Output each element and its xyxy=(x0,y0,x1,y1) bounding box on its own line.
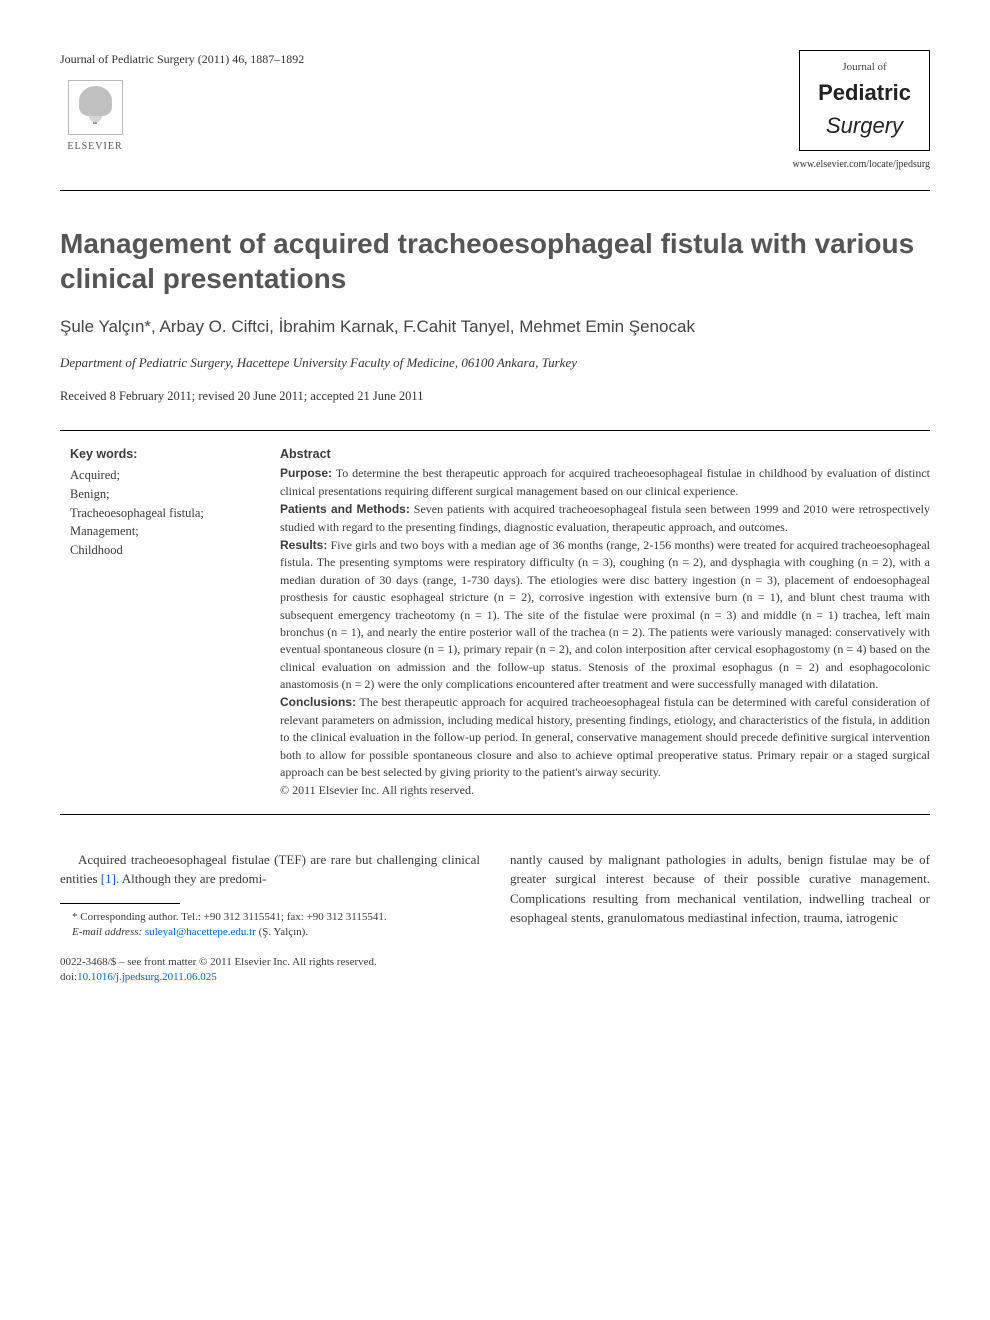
purpose-text: To determine the best therapeutic approa… xyxy=(280,466,930,497)
corresponding-author-note: * Corresponding author. Tel.: +90 312 31… xyxy=(60,910,480,925)
citation-link-1[interactable]: [1] xyxy=(101,871,116,886)
page-header: Journal of Pediatric Surgery (2011) 46, … xyxy=(60,50,930,191)
journal-title-box: Journal of Pediatric Surgery xyxy=(799,50,930,151)
abstract-column: Abstract Purpose: To determine the best … xyxy=(280,445,930,800)
methods-label: Patients and Methods: xyxy=(280,502,410,516)
conclusions-text: The best therapeutic approach for acquir… xyxy=(280,695,930,779)
article-title: Management of acquired tracheoesophageal… xyxy=(60,226,930,296)
submission-dates: Received 8 February 2011; revised 20 Jun… xyxy=(60,387,930,406)
publisher-name: ELSEVIER xyxy=(67,139,122,154)
doi-link[interactable]: 10.1016/j.jpedsurg.2011.06.025 xyxy=(77,971,217,983)
footnote-separator xyxy=(60,903,180,904)
email-author-name: (Ş. Yalçın). xyxy=(256,926,308,938)
publisher-logo: ELSEVIER xyxy=(60,80,130,154)
abstract-heading: Abstract xyxy=(280,445,930,463)
authors-line: Şule Yalçın*, Arbay O. Ciftci, İbrahim K… xyxy=(60,314,930,340)
abstract-purpose: Purpose: To determine the best therapeut… xyxy=(280,465,930,500)
conclusions-label: Conclusions: xyxy=(280,695,356,709)
results-text: Five girls and two boys with a median ag… xyxy=(280,538,930,691)
journal-name-line2: Surgery xyxy=(818,109,911,142)
elsevier-tree-icon xyxy=(68,80,123,135)
keywords-list: Acquired; Benign; Tracheoesophageal fist… xyxy=(70,466,255,560)
doi-line: doi:10.1016/j.jpedsurg.2011.06.025 xyxy=(60,970,480,985)
journal-name-line1: Pediatric xyxy=(818,76,911,109)
abstract-results: Results: Five girls and two boys with a … xyxy=(280,537,930,694)
doi-block: 0022-3468/$ – see front matter © 2011 El… xyxy=(60,955,480,986)
abstract-conclusions: Conclusions: The best therapeutic approa… xyxy=(280,694,930,781)
author-email[interactable]: suleyal@hacettepe.edu.tr xyxy=(145,926,256,938)
affiliation: Department of Pediatric Surgery, Hacette… xyxy=(60,353,930,373)
header-right: Journal of Pediatric Surgery www.elsevie… xyxy=(793,50,930,172)
journal-citation: Journal of Pediatric Surgery (2011) 46, … xyxy=(60,50,304,68)
purpose-label: Purpose: xyxy=(280,466,332,480)
abstract-copyright: © 2011 Elsevier Inc. All rights reserved… xyxy=(280,782,930,799)
body-post: . Although they are predomi- xyxy=(116,871,267,886)
body-column-right: nantly caused by malignant pathologies i… xyxy=(510,850,930,986)
email-label: E-mail address: xyxy=(72,926,142,938)
keywords-label: Key words: xyxy=(70,445,255,464)
header-left: Journal of Pediatric Surgery (2011) 46, … xyxy=(60,50,304,154)
results-label: Results: xyxy=(280,538,327,552)
abstract-block: Key words: Acquired; Benign; Tracheoesop… xyxy=(60,430,930,815)
keywords-column: Key words: Acquired; Benign; Tracheoesop… xyxy=(60,445,255,800)
journal-url[interactable]: www.elsevier.com/locate/jpedsurg xyxy=(793,157,930,172)
body-text: Acquired tracheoesophageal fistulae (TEF… xyxy=(60,850,930,986)
doi-prefix: doi: xyxy=(60,971,77,983)
abstract-methods: Patients and Methods: Seven patients wit… xyxy=(280,501,930,536)
email-footnote: E-mail address: suleyal@hacettepe.edu.tr… xyxy=(60,925,480,940)
body-column-left: Acquired tracheoesophageal fistulae (TEF… xyxy=(60,850,480,986)
journal-of-text: Journal of xyxy=(818,59,911,76)
front-matter-line: 0022-3468/$ – see front matter © 2011 El… xyxy=(60,955,480,970)
body-paragraph-2: nantly caused by malignant pathologies i… xyxy=(510,850,930,928)
body-paragraph-1: Acquired tracheoesophageal fistulae (TEF… xyxy=(60,850,480,889)
